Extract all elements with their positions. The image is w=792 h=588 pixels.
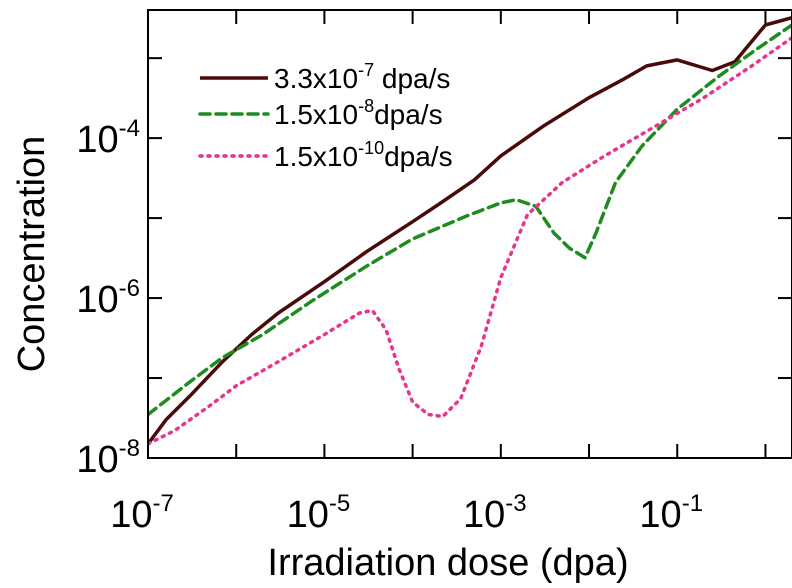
legend-label-exp: -8 (358, 96, 374, 116)
y-tick-label-exp: -4 (119, 115, 140, 142)
x-tick-label-exp: -1 (682, 490, 703, 517)
legend-label-base: 1.5x10 (274, 99, 358, 130)
y-tick-label-base: 10 (76, 439, 118, 481)
x-tick-label: 10-5 (287, 490, 351, 536)
x-tick-label-base: 10 (287, 494, 329, 536)
series-line-3 (148, 35, 792, 446)
x-tick-label: 10-3 (463, 490, 527, 536)
legend-label-exp: -10 (358, 138, 384, 158)
x-tick-label: 10-1 (639, 490, 703, 536)
x-tick-label-exp: -5 (329, 490, 350, 517)
tick-labels: 10-7 10-5 10-3 10-110-810-610-4 (76, 115, 703, 536)
legend-label-unit: dpa/s (384, 141, 453, 172)
x-tick-label-base: 10 (639, 494, 681, 536)
legend-label-exp: -7 (358, 60, 374, 80)
y-tick-label-base: 10 (76, 279, 118, 321)
series-line-2 (148, 23, 792, 417)
y-tick-label: 10-4 (76, 115, 140, 161)
x-tick-label-base: 10 (110, 494, 152, 536)
legend: 3.3x10-7 dpa/s1.5x10-8dpa/s1.5x10-10dpa/… (198, 60, 453, 172)
legend-label-2: 1.5x10-8dpa/s (274, 96, 443, 130)
x-tick-label-exp: -3 (505, 490, 526, 517)
y-tick-label-base: 10 (76, 119, 118, 161)
legend-label-unit: dpa/s (374, 63, 450, 94)
plot-frame (147, 9, 792, 459)
series-line-1 (148, 16, 792, 445)
series-layer (148, 16, 792, 446)
y-tick-label: 10-6 (76, 275, 140, 321)
legend-label-base: 1.5x10 (274, 141, 358, 172)
legend-label-unit: dpa/s (374, 99, 443, 130)
x-tick-label-exp: -7 (152, 490, 173, 517)
legend-label-1: 3.3x10-7 dpa/s (274, 60, 450, 94)
y-tick-label-exp: -6 (119, 275, 140, 302)
x-axis-label: Irradiation dose (dpa) (267, 542, 628, 584)
legend-label-3: 1.5x10-10dpa/s (274, 138, 453, 172)
legend-label-base: 3.3x10 (274, 63, 358, 94)
x-tick-label-base: 10 (463, 494, 505, 536)
y-tick-label-exp: -8 (119, 435, 140, 462)
y-tick-label: 10-8 (76, 435, 140, 481)
y-axis-label: Concentration (11, 136, 53, 373)
x-tick-label: 10-7 (110, 490, 174, 536)
